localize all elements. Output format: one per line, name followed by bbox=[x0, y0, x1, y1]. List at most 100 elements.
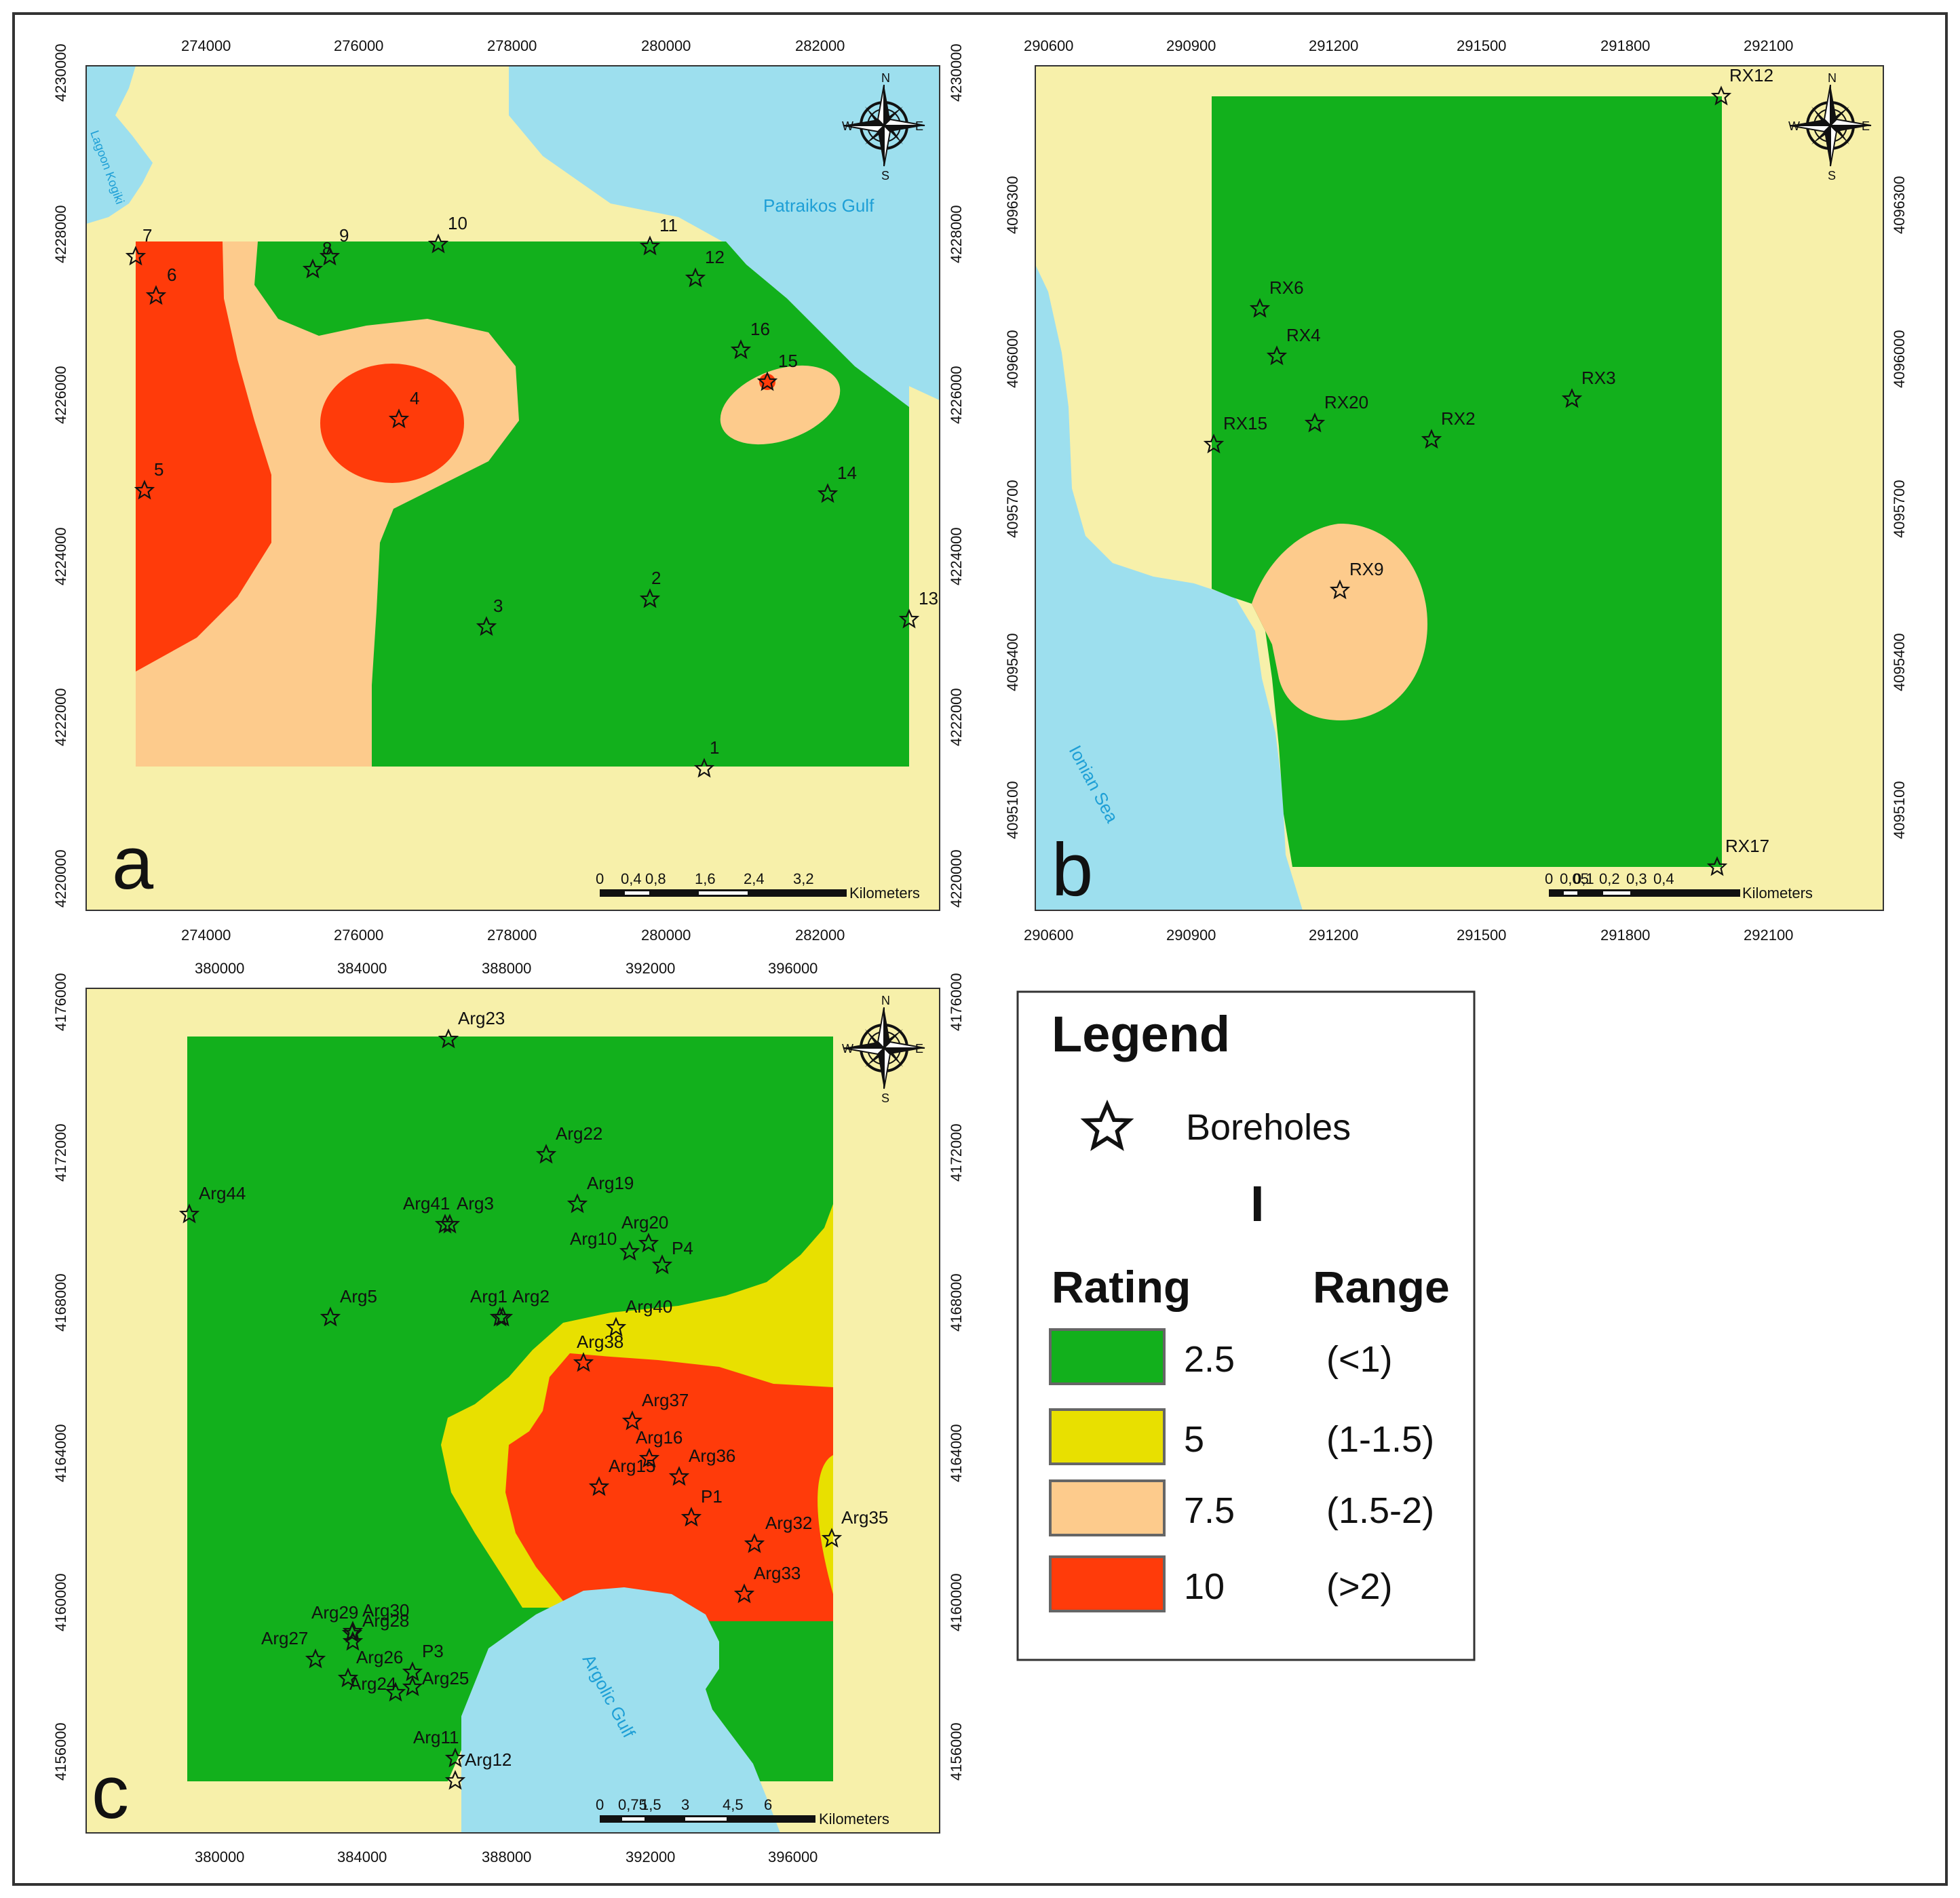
panel-b: 290600 290600 290900 290900 291200 291200 2915… bbox=[1004, 37, 1908, 944]
borehole-label: 13 bbox=[919, 588, 938, 608]
compass-b-w: W bbox=[1788, 119, 1800, 133]
y-tick-right-b: 4095700 bbox=[1891, 480, 1908, 538]
scale-bar-segment bbox=[1564, 891, 1577, 895]
scale-label-a: 2,4 bbox=[744, 870, 765, 887]
borehole-label: Arg28 bbox=[362, 1610, 409, 1631]
borehole-label: Arg16 bbox=[636, 1427, 683, 1448]
y-tick-right-c: 4176000 bbox=[948, 973, 965, 1031]
y-tick-right-c: 4156000 bbox=[948, 1722, 965, 1781]
x-tick-top-b: 292100 bbox=[1744, 37, 1793, 54]
y-tick-right-a: 4226000 bbox=[948, 366, 965, 424]
lagoon-kogiki bbox=[86, 66, 153, 224]
scale-bar-segment bbox=[1603, 891, 1630, 895]
borehole-label: 4 bbox=[410, 388, 419, 408]
legend-rating-value: 2.5 bbox=[1184, 1339, 1235, 1380]
borehole-label: 16 bbox=[750, 319, 770, 339]
borehole-label: RX15 bbox=[1223, 413, 1267, 433]
compass-a-n: N bbox=[881, 71, 890, 85]
scale-unit-b: Kilometers bbox=[1742, 885, 1813, 902]
panel-b-letter: b bbox=[1052, 828, 1093, 912]
legend-range-header: Range bbox=[1313, 1262, 1450, 1312]
y-tick-right-b: 4095400 bbox=[1891, 633, 1908, 691]
legend-classes: 2.5 (<1) 5 (1-1.5) 7.5 (1.5-2) 10 (>2) bbox=[1049, 1328, 1434, 1612]
x-tick-bottom-c: 392000 bbox=[626, 1848, 675, 1865]
panel-c-south-land bbox=[187, 1750, 461, 1833]
compass-c-e: E bbox=[915, 1042, 923, 1055]
borehole-label: Arg5 bbox=[340, 1286, 377, 1306]
x-tick-top-b: 290900 bbox=[1166, 37, 1216, 54]
borehole-label: Arg2 bbox=[512, 1286, 550, 1306]
x-tick-top-c: 388000 bbox=[482, 960, 531, 977]
scale-label-c: 0 bbox=[596, 1796, 604, 1813]
y-tick-right-a: 4230000 bbox=[948, 43, 965, 102]
scale-label-c: 0,75 bbox=[618, 1796, 647, 1813]
panel-b-border bbox=[1035, 65, 1884, 911]
y-tick-right-a: 4222000 bbox=[948, 688, 965, 746]
borehole-label: Arg15 bbox=[609, 1456, 655, 1476]
borehole-label: 12 bbox=[705, 247, 725, 267]
legend-title: Legend bbox=[1052, 1006, 1230, 1062]
compass-a-e: E bbox=[915, 119, 923, 133]
borehole-label: 3 bbox=[493, 596, 503, 616]
y-tick-left-b: 4096300 bbox=[1004, 176, 1021, 234]
x-tick-top-b: 291200 bbox=[1309, 37, 1358, 54]
compass-c-n: N bbox=[881, 994, 890, 1007]
compass-b-n: N bbox=[1828, 71, 1837, 85]
borehole-label: Arg20 bbox=[621, 1212, 668, 1233]
zone-red-c bbox=[505, 1353, 833, 1621]
legend: Legend Boreholes I Rating Range 2.5 (<1) 5… bbox=[1016, 990, 1476, 1661]
borehole-label: Arg41 bbox=[403, 1193, 450, 1214]
compass-c: N S E W bbox=[842, 994, 926, 1105]
scale-label-b: 0,2 bbox=[1599, 870, 1620, 887]
compass-b-e: E bbox=[1862, 119, 1870, 133]
zone-orange-a-east bbox=[720, 365, 841, 445]
zone-red-a-west bbox=[136, 241, 271, 672]
panel-c-border bbox=[85, 988, 940, 1834]
legend-swatch bbox=[1049, 1408, 1166, 1465]
x-tick-bottom-b: 292100 bbox=[1744, 927, 1793, 944]
borehole-label: Arg11 bbox=[413, 1727, 459, 1747]
legend-rating-value: 5 bbox=[1184, 1419, 1204, 1460]
borehole-label: Arg19 bbox=[587, 1173, 634, 1193]
borehole-label: Arg27 bbox=[261, 1628, 308, 1648]
borehole-label: Arg37 bbox=[642, 1390, 689, 1410]
panel-a-border bbox=[85, 65, 940, 911]
x-tick-top-c: 384000 bbox=[337, 960, 387, 977]
y-tick-left-a: 4230000 bbox=[52, 43, 69, 102]
x-tick-bottom-a: 274000 bbox=[181, 927, 231, 944]
patraikos-gulf-label: Patraikos Gulf bbox=[763, 195, 875, 216]
panel-a-letter: a bbox=[112, 821, 154, 905]
y-tick-right-a: 4224000 bbox=[948, 527, 965, 585]
scale-bar-segment bbox=[622, 1817, 645, 1821]
legend-rating-header: Rating bbox=[1052, 1262, 1191, 1312]
borehole-label: Arg38 bbox=[577, 1332, 623, 1352]
legend-borehole-label: Boreholes bbox=[1186, 1107, 1351, 1148]
scale-label-c: 1,5 bbox=[640, 1796, 661, 1813]
scale-unit-c: Kilometers bbox=[819, 1810, 889, 1827]
legend-swatch bbox=[1049, 1555, 1166, 1612]
borehole-label: RX2 bbox=[1441, 408, 1476, 429]
borehole-label: P1 bbox=[701, 1486, 723, 1507]
scale-label-c: 3 bbox=[681, 1796, 689, 1813]
y-tick-left-c: 4160000 bbox=[52, 1573, 69, 1631]
compass-c-s: S bbox=[881, 1091, 889, 1105]
y-tick-left-b: 4095700 bbox=[1004, 480, 1021, 538]
borehole-label: RX3 bbox=[1581, 368, 1616, 388]
panel-c-x-ticks: 380000 380000 384000 384000 388000 388000 3920… bbox=[195, 960, 818, 1865]
x-tick-top-a: 280000 bbox=[641, 37, 691, 54]
panel-b-boreholes: RX12 RX6 RX4 RX3 RX20 RX15 RX2 RX9 RX17 bbox=[1204, 65, 1773, 876]
y-tick-right-a: 4220000 bbox=[948, 849, 965, 908]
x-tick-bottom-c: 380000 bbox=[195, 1848, 244, 1865]
panel-c-y-ticks: 4156000 4156000 4160000 4160000 4164000 41640… bbox=[52, 973, 965, 1781]
borehole-label: RX20 bbox=[1324, 392, 1368, 412]
scale-bar-segment bbox=[699, 891, 748, 895]
x-tick-bottom-b: 290600 bbox=[1024, 927, 1073, 944]
panel-a-y-ticks: 4220000 4220000 4222000 4222000 4224000 42240… bbox=[52, 43, 965, 908]
x-tick-top-c: 380000 bbox=[195, 960, 244, 977]
scale-bar-c: 0 0,751,5 3 4,5 6 Kilometers bbox=[596, 1796, 889, 1827]
borehole-label: 10 bbox=[448, 213, 467, 233]
y-tick-left-c: 4176000 bbox=[52, 973, 69, 1031]
scale-unit-a: Kilometers bbox=[849, 885, 920, 902]
